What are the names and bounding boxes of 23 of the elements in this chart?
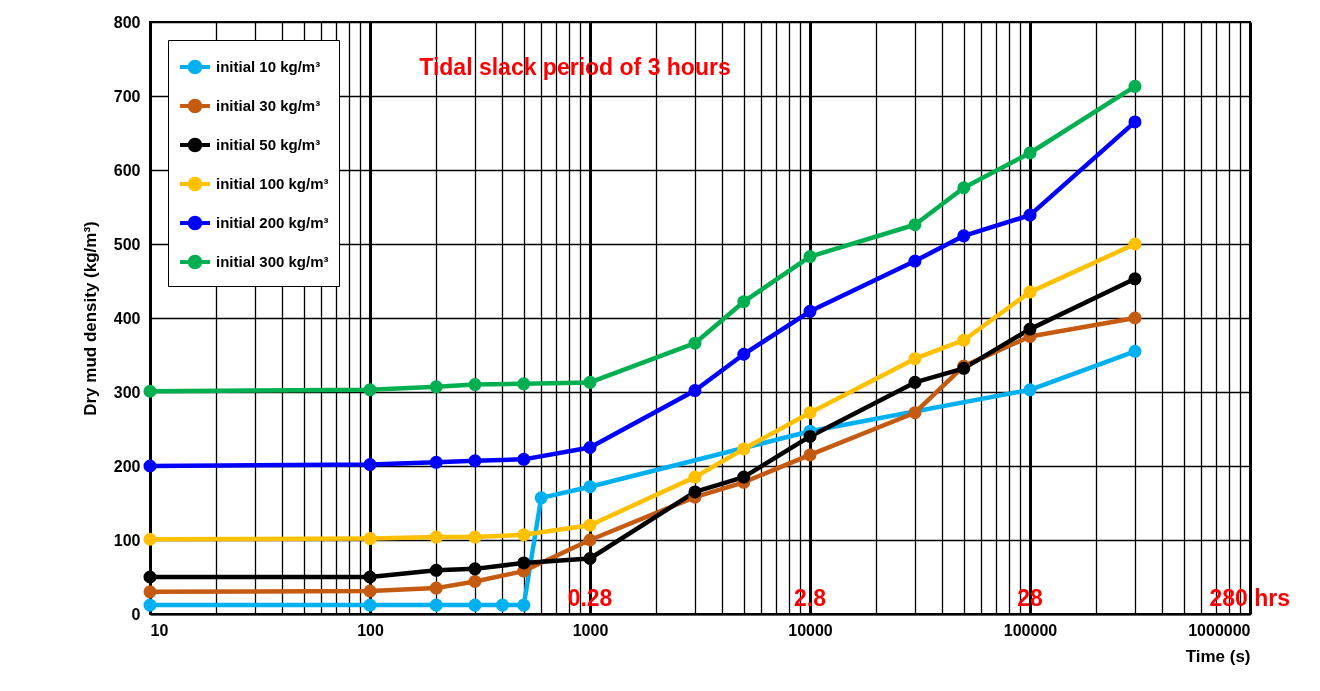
legend-label: initial 50 kg/m³ bbox=[216, 136, 321, 153]
legend-label: initial 100 kg/m³ bbox=[216, 175, 329, 192]
y-tick-label: 700 bbox=[113, 87, 141, 105]
legend-label: initial 10 kg/m³ bbox=[216, 58, 321, 75]
y-tick-label: 400 bbox=[113, 309, 141, 327]
x-tick-label: 1000000 bbox=[1188, 621, 1251, 639]
y-tick-label: 100 bbox=[113, 531, 141, 549]
x-axis-title: Time (s) bbox=[1185, 646, 1251, 666]
x-tick-label: 1000 bbox=[572, 621, 609, 639]
legend-label: initial 30 kg/m³ bbox=[216, 97, 321, 114]
y-tick-label: 800 bbox=[113, 13, 141, 31]
y-tick-label: 300 bbox=[113, 383, 141, 401]
legend-label: initial 300 kg/m³ bbox=[216, 253, 329, 270]
x-tick-label: 100 bbox=[357, 621, 384, 639]
x-tick-label: 10 bbox=[150, 621, 169, 639]
y-axis-title: Dry mud density (kg/m³) bbox=[80, 221, 100, 416]
y-tick-label: 500 bbox=[113, 235, 141, 253]
x-tick-label: 100000 bbox=[1003, 621, 1058, 639]
y-tick-label: 0 bbox=[131, 605, 141, 623]
y-tick-label: 600 bbox=[113, 161, 141, 179]
y-tick-label: 200 bbox=[113, 457, 141, 475]
legend-label: initial 200 kg/m³ bbox=[216, 214, 329, 231]
x-tick-label: 10000 bbox=[788, 621, 833, 639]
